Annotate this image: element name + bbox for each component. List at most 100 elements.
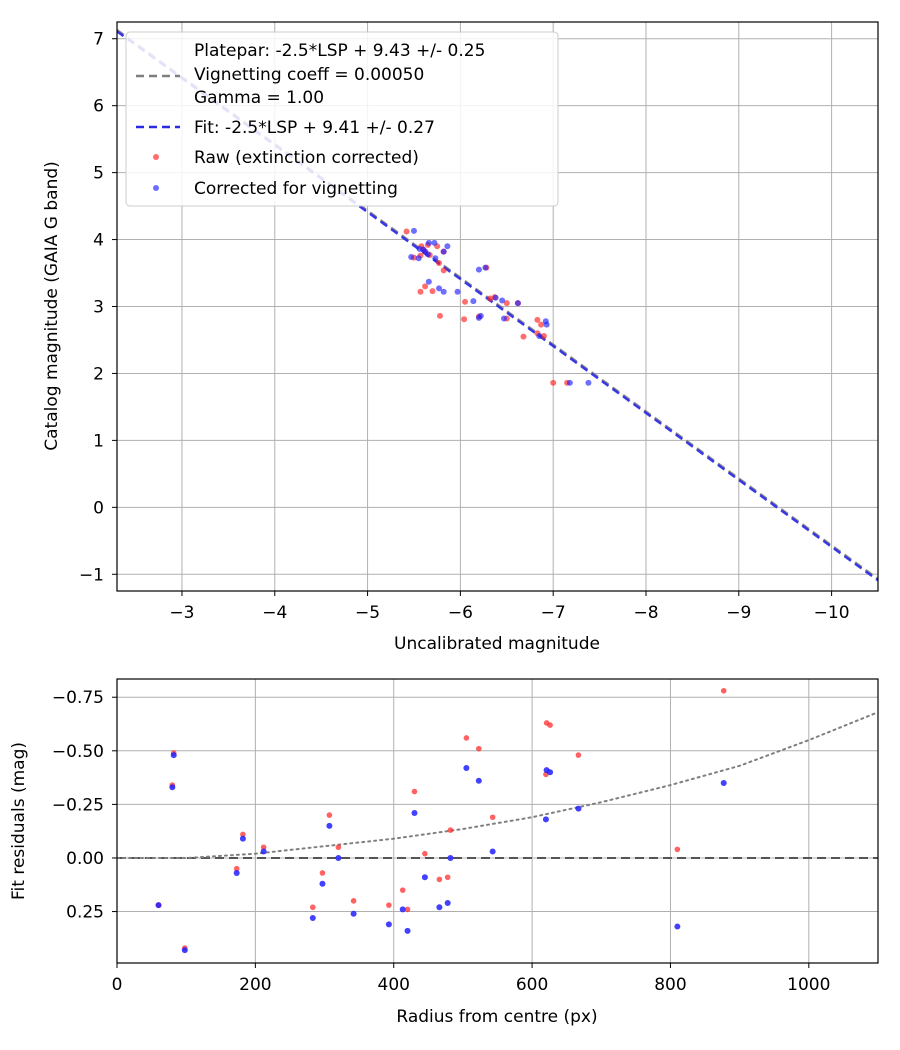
bottom-y-axis-label: Fit residuals (mag) — [9, 742, 29, 900]
corrected-point — [425, 239, 432, 246]
bottom-lines — [117, 711, 878, 859]
corrected-residual-point — [260, 848, 267, 855]
x-tick-label: 1000 — [787, 975, 830, 995]
corrected-residual-point — [475, 777, 482, 784]
raw-point — [462, 298, 469, 305]
bottom-ticks: 0 200 400 600 800 1000 0.25 0.00 −0.25 −0.50 −0.75 — [52, 688, 831, 995]
corrected-point — [444, 243, 451, 250]
corrected-residual-point — [233, 869, 240, 876]
corrected-residual-point — [674, 923, 681, 930]
x-tick-label: 400 — [378, 975, 410, 995]
corrected-residual-point — [421, 874, 428, 881]
corrected-residual-point — [239, 835, 246, 842]
residuals-chart: 0 200 400 600 800 1000 0.25 0.00 −0.25 −0.50 −0.75… — [9, 678, 879, 1027]
legend: Platepar: -2.5*LSP + 9.43 +/- 0.25 Vigne… — [125, 31, 559, 207]
raw-point — [487, 295, 494, 302]
y-tick-label: 1 — [93, 431, 104, 451]
top-x-axis-label: Uncalibrated magnitude — [394, 634, 600, 654]
corrected-point — [424, 251, 431, 258]
corrected-residual-point — [350, 910, 357, 917]
x-tick-label: −5 — [355, 603, 380, 623]
raw-point — [520, 333, 527, 340]
y-tick-label: 4 — [93, 231, 104, 251]
legend-box — [125, 31, 559, 207]
x-tick-label: −4 — [262, 603, 287, 623]
y-tick-label: 5 — [93, 164, 104, 184]
corrected-point — [500, 315, 507, 322]
corrected-point — [416, 245, 423, 252]
corrected-residual-point — [489, 848, 496, 855]
raw-point — [417, 288, 424, 295]
raw-residual-point — [489, 814, 496, 821]
corrected-point — [454, 288, 461, 295]
legend-blue-dot-icon — [153, 185, 159, 191]
corrected-residual-point — [385, 921, 392, 928]
raw-point — [550, 379, 557, 386]
corrected-point — [440, 288, 447, 295]
top-y-axis-label: Catalog magnitude (GAIA G band) — [42, 161, 62, 451]
raw-residual-point — [309, 904, 316, 911]
raw-residual-point — [575, 752, 582, 758]
raw-residual-point — [404, 906, 411, 913]
bottom-plot-frame — [116, 678, 879, 964]
raw-residual-point — [411, 788, 418, 795]
raw-point — [422, 283, 429, 290]
corrected-point — [536, 332, 543, 339]
corrected-residual-point — [444, 899, 451, 906]
corrected-point — [440, 248, 447, 255]
corrected-residual-point — [720, 779, 727, 786]
corrected-point — [542, 318, 549, 325]
y-tick-label: 6 — [93, 97, 104, 117]
x-tick-label: −7 — [541, 603, 566, 623]
bottom-plot-background — [117, 679, 878, 963]
x-tick-label: 200 — [239, 975, 271, 995]
corrected-residual-point — [309, 914, 316, 921]
legend-entry-gamma: Gamma = 1.00 — [194, 88, 324, 108]
y-tick-label: 2 — [93, 364, 104, 384]
corrected-residual-point — [575, 805, 582, 812]
legend-entry-raw: Raw (extinction corrected) — [194, 148, 419, 168]
corrected-residual-point — [463, 764, 470, 771]
legend-red-dot-icon — [153, 154, 159, 160]
raw-residual-point — [674, 846, 681, 853]
corrected-point — [415, 255, 422, 262]
corrected-residual-point — [436, 904, 443, 911]
raw-point — [436, 259, 443, 266]
raw-point — [540, 332, 547, 339]
raw-residual-point — [476, 745, 482, 752]
raw-point — [503, 300, 510, 307]
raw-point — [429, 288, 436, 295]
legend-entry-platepar: Platepar: -2.5*LSP + 9.43 +/- 0.25 — [194, 41, 485, 61]
x-tick-label: 0 — [112, 975, 123, 995]
corrected-point — [432, 255, 439, 262]
x-tick-label: −3 — [169, 603, 194, 623]
corrected-residual-point — [155, 902, 162, 909]
raw-residual-point — [444, 874, 451, 881]
corrected-point — [425, 278, 432, 285]
corrected-point — [585, 379, 592, 386]
corrected-point — [410, 227, 417, 234]
raw-residual-point — [447, 827, 454, 833]
legend-entry-corrected: Corrected for vignetting — [194, 179, 398, 199]
raw-residual-point — [326, 812, 333, 818]
x-tick-label: −8 — [633, 603, 658, 623]
y-tick-label: 0.25 — [66, 903, 104, 923]
y-tick-label: −0.75 — [52, 688, 104, 708]
y-tick-label: −0.50 — [52, 742, 104, 762]
raw-residual-point — [240, 831, 246, 838]
legend-entry-fit: Fit: -2.5*LSP + 9.41 +/- 0.27 — [194, 118, 435, 138]
corrected-point — [436, 285, 443, 292]
raw-residual-point — [335, 844, 342, 851]
bottom-points — [155, 687, 727, 954]
raw-residual-point — [399, 887, 406, 893]
top-points — [403, 227, 592, 386]
corrected-point — [482, 264, 489, 271]
corrected-point — [492, 294, 499, 301]
raw-point — [534, 316, 541, 323]
corrected-residual-point — [335, 854, 342, 861]
raw-point — [440, 267, 447, 274]
raw-residual-point — [386, 902, 392, 908]
